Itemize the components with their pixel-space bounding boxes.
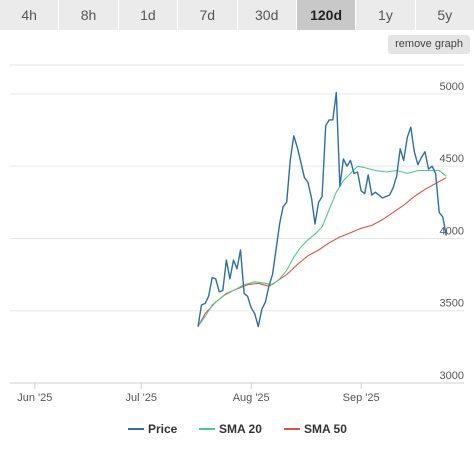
x-axis: Jun '25 Jul '25 Aug '25 Sep '25 bbox=[10, 382, 464, 404]
y-tick-label: 5000 bbox=[440, 81, 464, 93]
series-line-sma-20 bbox=[197, 165, 447, 327]
legend-label: SMA 50 bbox=[304, 422, 347, 436]
tab-30d[interactable]: 30d bbox=[237, 0, 297, 30]
tab-4h[interactable]: 4h bbox=[0, 0, 60, 30]
remove-graph-button[interactable]: remove graph bbox=[388, 35, 470, 54]
timeframe-tabs: 4h 8h 1d 7d 30d 120d 1y 5y bbox=[0, 0, 474, 30]
series-line-sma-50 bbox=[197, 177, 447, 327]
tab-8h[interactable]: 8h bbox=[59, 0, 119, 30]
legend-label: Price bbox=[148, 422, 178, 436]
x-tick-label: Jun '25 bbox=[17, 392, 52, 404]
tab-120d[interactable]: 120d bbox=[296, 0, 357, 30]
y-axis: 3000 3500 4000 4500 5000 bbox=[440, 81, 464, 382]
tab-7d[interactable]: 7d bbox=[178, 0, 238, 30]
legend-label: SMA 20 bbox=[219, 422, 262, 436]
chart-series bbox=[197, 91, 447, 328]
series-line-price bbox=[197, 91, 447, 328]
tab-1d[interactable]: 1d bbox=[118, 0, 179, 30]
legend-item-price[interactable]: Price bbox=[128, 422, 178, 436]
x-tick-label: Aug '25 bbox=[233, 392, 270, 404]
x-tick-label: Sep '25 bbox=[343, 392, 380, 404]
tab-5y[interactable]: 5y bbox=[415, 0, 474, 30]
chart-grid bbox=[10, 64, 464, 312]
y-tick-label: 4500 bbox=[440, 153, 464, 165]
legend-item-sma-20[interactable]: SMA 20 bbox=[199, 422, 262, 436]
tab-1y[interactable]: 1y bbox=[356, 0, 416, 30]
chart-legend[interactable]: Price SMA 20 SMA 50 bbox=[128, 422, 347, 436]
x-tick-label: Jul '25 bbox=[126, 392, 157, 404]
y-tick-label: 3000 bbox=[440, 370, 464, 382]
y-tick-label: 4000 bbox=[440, 225, 464, 237]
y-tick-label: 3500 bbox=[440, 298, 464, 310]
legend-item-sma-50[interactable]: SMA 50 bbox=[284, 422, 347, 436]
